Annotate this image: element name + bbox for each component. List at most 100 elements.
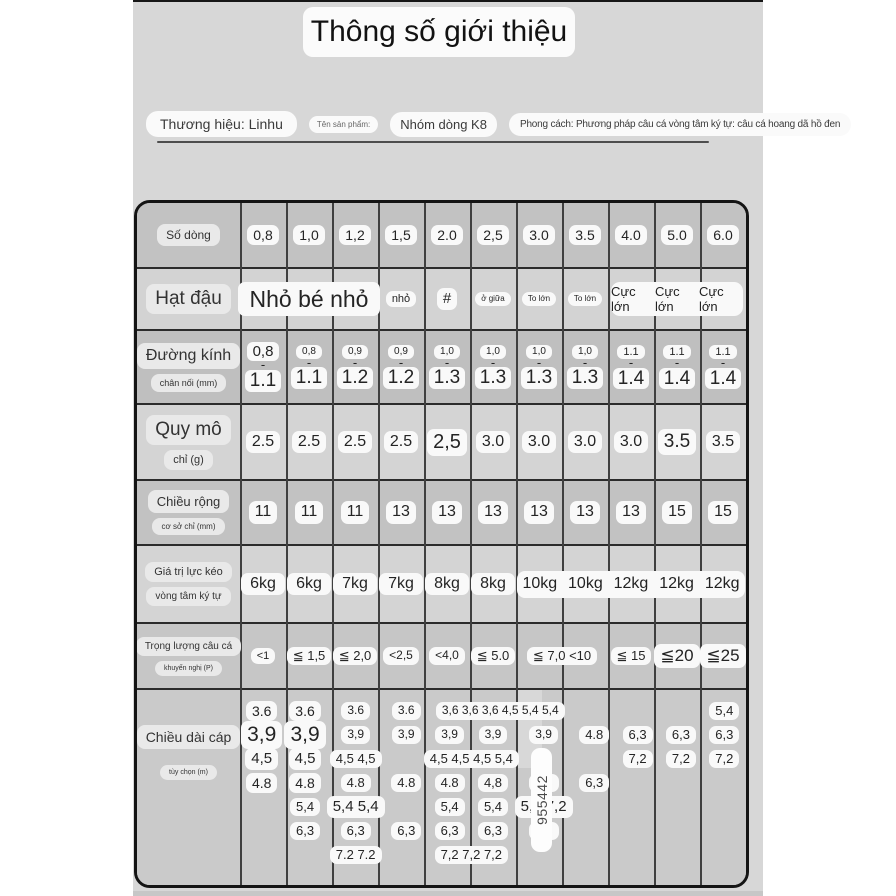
cell-value: 5,4 <box>434 797 465 817</box>
cell-value: 3,9 <box>478 726 508 744</box>
cell-value: 7kg <box>333 572 377 596</box>
cell-value: 2.5 <box>245 430 281 454</box>
cell-value: 2.5 <box>291 430 327 454</box>
range-dash: - <box>536 354 542 370</box>
cell-value: 3.6 <box>289 700 321 722</box>
cell-range: 0,9 - 1.2 <box>336 345 374 389</box>
cell-value: 1.3 <box>520 367 558 389</box>
cell-value: 4,5 4,5 <box>329 749 382 769</box>
row-sublabel: tùy chọn (m) <box>160 765 217 780</box>
cell-value: 4.8 <box>579 725 610 745</box>
cell-value: 4.8 <box>434 773 465 793</box>
product-name-tag: Tên sản phẩm: <box>308 115 379 133</box>
row-bean: Hạt đậu Nhỏ bé nhỏ nhỏ # ở giữa To lớn T… <box>137 267 746 329</box>
cell-value: 4.8 <box>245 772 278 794</box>
cell-value: 10kg <box>568 575 603 592</box>
style-tag: Phong cách: Phương pháp câu cá vòng tâm … <box>508 112 852 136</box>
range-dash: - <box>628 355 634 371</box>
cell-value: 2.5 <box>383 430 419 454</box>
cell-value: 1.4 <box>704 367 742 390</box>
cell-value: ở giữa <box>475 292 511 306</box>
cell-value: 7,2 7,2 7,2 <box>434 845 509 865</box>
cell-value: Nhỏ bé nhỏ <box>237 281 381 317</box>
row-sublabel: khuyến nghị (P) <box>154 660 223 676</box>
range-dash: - <box>490 354 496 370</box>
row-label: Trọng lượng câu cá <box>137 636 242 656</box>
cell-value: 1,0 <box>526 345 552 359</box>
cell-value: 1.1 <box>663 344 691 360</box>
cell-value: 7,2 <box>665 749 696 769</box>
cell-value: 4,5 <box>245 748 279 770</box>
row-label: Số dòng <box>157 224 220 246</box>
cell-value: ≦20 <box>654 644 700 668</box>
cell-value: 12kg <box>613 575 649 592</box>
cell-value: 6kg <box>287 572 331 596</box>
cell-value: 11 <box>248 501 278 524</box>
cell-value: 1,0 <box>480 345 506 359</box>
product-image: Thông số giới thiệu Thương hiệu: Linhu T… <box>133 0 852 896</box>
cell-value: 1.3 <box>566 367 604 389</box>
cell-value: 8kg <box>471 572 515 596</box>
cell-value: 6,3 <box>579 773 610 793</box>
row-scale: Quy mô chỉ (g) 2.5 2.5 2.5 2.5 2,5 3.0 3… <box>137 403 746 479</box>
cell-value: 15 <box>662 501 692 524</box>
cell-value: To lớn <box>567 292 603 306</box>
cell-value: 5,4 <box>709 701 740 721</box>
cell-value: 6kg <box>241 572 285 596</box>
range-dash: - <box>720 355 726 371</box>
product-value-tag: Nhóm dòng K8 <box>390 111 497 137</box>
cell-value: 3.5 <box>705 430 741 454</box>
cell-value: 3,9 <box>529 726 558 744</box>
range-dash: - <box>444 354 450 370</box>
cell-value: 6,3 <box>622 725 653 745</box>
watermark-text: 955442 <box>533 775 550 825</box>
cell-value: 6,3 <box>477 821 509 841</box>
cell-value: 7kg <box>379 572 423 596</box>
cell-value-group: 10kg 10kg 12kg 12kg 12kg <box>517 570 745 598</box>
cell-value: 13 <box>386 501 416 524</box>
cell-value: 1.1 <box>617 344 645 360</box>
cell-value: 4,5 <box>288 748 322 770</box>
cell-value: To lớn <box>521 292 557 306</box>
brand-tag: Thương hiệu: Linhu <box>146 111 297 137</box>
row-sublabel: chân nối (mm) <box>150 373 227 392</box>
cell-value: 2,5 <box>477 224 509 246</box>
row-label: Hạt đậu <box>146 284 231 314</box>
cell-range: 1,0 - 1.3 <box>566 345 604 389</box>
cell-value: 1,2 <box>339 224 371 246</box>
range-dash: - <box>674 355 680 371</box>
cell-value: ≦ 7,0 <10 <box>526 646 598 666</box>
cell-value: 3.6 <box>391 702 421 720</box>
row-sublabel: cơ sở chỉ (mm) <box>152 518 225 535</box>
row-line-number: Số dòng 0,8 1,0 1,2 1,5 2.0 2,5 3.0 3.5 … <box>137 203 746 267</box>
cell-value: 12kg <box>704 575 740 592</box>
cell-value: 1.2 <box>336 367 374 389</box>
cell-value: 3.0 <box>521 430 557 454</box>
bottom-edge-line <box>133 891 763 896</box>
cell-value: 1,5 <box>385 224 417 246</box>
cell-value: nhỏ <box>385 290 417 308</box>
cell-value: 3,6 3,6 3,6 4,5 5,4 5,4 <box>435 702 565 720</box>
cell-value: 5,4 <box>290 797 321 817</box>
tag-row: Thương hiệu: Linhu Tên sản phẩm: Nhóm dò… <box>146 111 852 137</box>
cell-value: 11 <box>294 501 324 524</box>
cell-value: 1.2 <box>382 367 420 389</box>
cell-value: 7,2 <box>622 749 653 769</box>
cell-value-group: Cực lớn Cực lớn Cực lớn <box>611 282 743 316</box>
cell-value: 3.5 <box>657 429 697 455</box>
row-label: Giá trị lực kéo <box>145 562 232 582</box>
cell-value: 3.0 <box>613 430 649 454</box>
row-width: Chiều rộng cơ sở chỉ (mm) 11 11 11 13 13… <box>137 479 746 544</box>
row-label: Chiều rộng <box>147 490 230 513</box>
cell-value: 0,9 <box>388 345 414 359</box>
cell-range: 1,0 - 1.3 <box>428 345 466 389</box>
cell-range: 1.1 - 1.4 <box>658 344 696 390</box>
range-dash: - <box>582 354 588 370</box>
cell-value: 1.3 <box>428 367 466 389</box>
cell-value: 0,9 <box>342 345 368 359</box>
cell-value: ≦ 1,5 <box>286 646 332 666</box>
cell-value: <4,0 <box>429 647 465 665</box>
row-diameter: Đường kính chân nối (mm) 0,8 - 1.1 0,8 -… <box>137 329 746 403</box>
spec-table: Số dòng 0,8 1,0 1,2 1,5 2.0 2,5 3.0 3.5 … <box>134 200 749 888</box>
